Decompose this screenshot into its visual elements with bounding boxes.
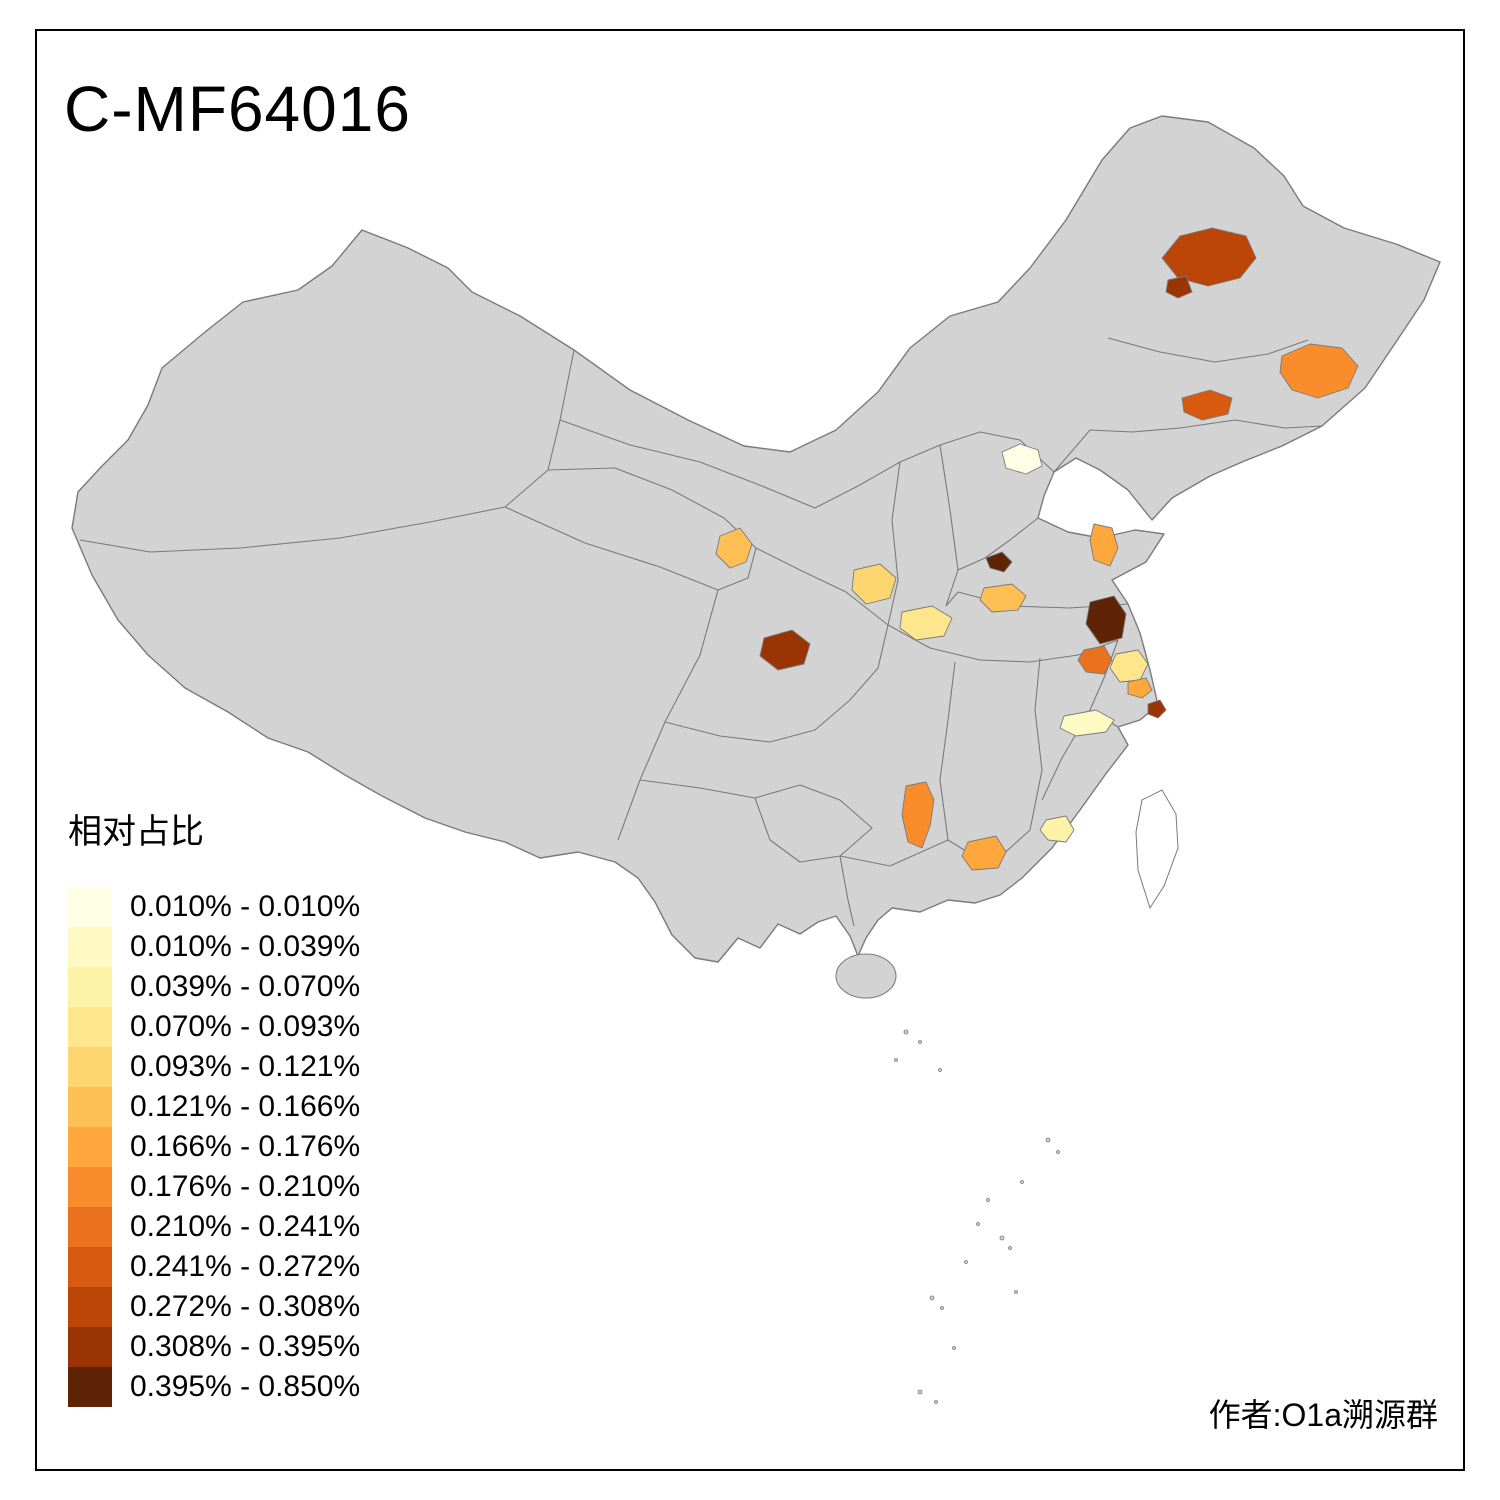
province-boundary xyxy=(1053,429,1133,473)
region-jiangsu-south-orange xyxy=(1127,677,1153,699)
province-boundary xyxy=(1131,419,1323,433)
page-title: C-MF64016 xyxy=(64,73,411,145)
region-henan xyxy=(979,583,1027,613)
legend-label: 0.070% - 0.093% xyxy=(130,1010,361,1043)
legend-item: 0.070% - 0.093% xyxy=(68,1007,428,1047)
province-boundary xyxy=(939,661,956,841)
region-shandong xyxy=(1089,523,1119,567)
legend-label: 0.241% - 0.272% xyxy=(130,1250,361,1283)
province-boundary xyxy=(1029,657,1043,831)
legend-label: 0.210% - 0.241% xyxy=(130,1210,361,1243)
region-jiangsu-north xyxy=(1085,595,1127,645)
legend-swatch xyxy=(68,887,112,927)
region-beijing xyxy=(1001,443,1043,475)
legend-label: 0.395% - 0.850% xyxy=(130,1370,361,1403)
legend-label: 0.272% - 0.308% xyxy=(130,1290,361,1323)
legend-label: 0.039% - 0.070% xyxy=(130,970,361,1003)
legend-item: 0.308% - 0.395% xyxy=(68,1327,428,1367)
province-boundary xyxy=(957,517,1039,571)
legend-swatch xyxy=(68,1247,112,1287)
legend-swatch xyxy=(68,1087,112,1127)
attribution-text: 作者:O1a溯源群 xyxy=(1208,1397,1438,1433)
legend-swatch xyxy=(68,1207,112,1247)
province-boundary xyxy=(504,506,719,591)
legend-label: 0.176% - 0.210% xyxy=(130,1170,361,1203)
legend-item: 0.010% - 0.039% xyxy=(68,927,428,967)
legend-swatch xyxy=(68,1127,112,1167)
legend-item: 0.121% - 0.166% xyxy=(68,1087,428,1127)
legend-swatch xyxy=(68,927,112,967)
legend-item: 0.210% - 0.241% xyxy=(68,1207,428,1247)
province-boundary xyxy=(839,855,855,927)
taiwan-island xyxy=(1135,789,1179,910)
province-boundary xyxy=(559,419,1055,509)
region-heilongjiang-small xyxy=(1165,275,1193,299)
legend-swatch xyxy=(68,1047,112,1087)
legend-swatch xyxy=(68,1367,112,1407)
choropleth-regions xyxy=(715,227,1359,871)
legend-label: 0.308% - 0.395% xyxy=(130,1330,361,1363)
region-sichuan-north xyxy=(759,629,811,671)
legend-item: 0.039% - 0.070% xyxy=(68,967,428,1007)
legend-label: 0.093% - 0.121% xyxy=(130,1050,361,1083)
region-jilin-east xyxy=(1279,343,1359,399)
region-gansu-south xyxy=(899,605,953,641)
legend-item: 0.093% - 0.121% xyxy=(68,1047,428,1087)
province-boundary xyxy=(754,797,873,863)
legend-swatch xyxy=(68,1007,112,1047)
legend-swatch xyxy=(68,967,112,1007)
region-shanxi-dark xyxy=(985,551,1013,573)
province-boundary xyxy=(755,547,889,626)
legend-item: 0.010% - 0.010% xyxy=(68,887,428,927)
region-shanghai xyxy=(1147,699,1167,719)
legend-item: 0.395% - 0.850% xyxy=(68,1367,428,1407)
region-zhejiang-north xyxy=(1059,709,1115,737)
province-boundary xyxy=(547,467,757,591)
region-hunan-west xyxy=(901,781,935,849)
legend-swatch xyxy=(68,1327,112,1367)
province-boundary xyxy=(1107,337,1309,363)
legend-item: 0.166% - 0.176% xyxy=(68,1127,428,1167)
province-boundary xyxy=(664,624,889,743)
legend-item: 0.272% - 0.308% xyxy=(68,1287,428,1327)
province-boundary xyxy=(939,444,959,607)
region-shaanxi-mid xyxy=(851,563,897,605)
legend-label: 0.166% - 0.176% xyxy=(130,1130,361,1163)
legend-title: 相对占比 xyxy=(68,813,204,851)
region-anhui-east xyxy=(1077,645,1113,675)
province-boundary xyxy=(79,349,575,553)
legend-item: 0.176% - 0.210% xyxy=(68,1167,428,1207)
region-guangdong-north xyxy=(961,835,1007,871)
hainan-island xyxy=(835,953,897,999)
region-ningxia xyxy=(715,527,753,569)
legend-swatch xyxy=(68,1287,112,1327)
region-fujian-northwest xyxy=(1039,815,1075,843)
legend-item: 0.241% - 0.272% xyxy=(68,1247,428,1287)
legend-label: 0.010% - 0.039% xyxy=(130,930,361,963)
legend: 相对占比 0.010% - 0.010% 0.010% - 0.039% 0.0… xyxy=(68,804,428,1407)
south-china-sea-islets xyxy=(894,1029,1060,1404)
province-boundary xyxy=(887,461,901,626)
legend-swatch xyxy=(68,1167,112,1207)
region-jilin-southwest xyxy=(1181,389,1233,421)
legend-label: 0.121% - 0.166% xyxy=(130,1090,361,1123)
legend-label: 0.010% - 0.010% xyxy=(130,890,361,923)
